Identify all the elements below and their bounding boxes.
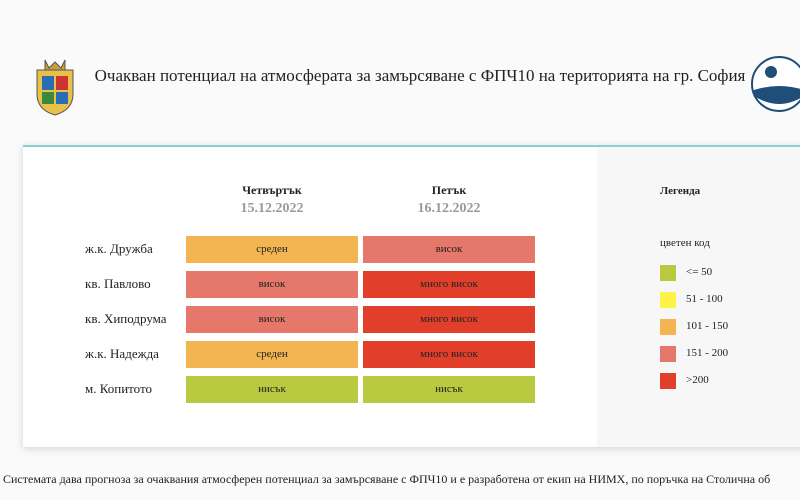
page-title: Очакван потенциал на атмосферата за замъ… [94, 66, 746, 85]
level-cell: много висок [363, 341, 535, 368]
legend-subtitle: цветен код [660, 237, 710, 249]
legend-swatch [660, 346, 676, 362]
legend-label: >200 [686, 374, 709, 386]
nimh-logo [751, 56, 800, 112]
day-name: Петък [431, 183, 467, 197]
location-label: кв. Хиподрума [85, 311, 167, 326]
location-label: кв. Павлово [85, 276, 151, 291]
city-logo [36, 59, 74, 116]
legend-label: <= 50 [686, 266, 713, 278]
legend-swatch [660, 319, 676, 335]
day-name: Четвъртък [242, 183, 302, 197]
legend-label: 51 - 100 [686, 293, 723, 305]
level-cell: нисък [186, 376, 358, 403]
level-cell: нисък [363, 376, 535, 403]
level-cell: много висок [363, 271, 535, 298]
legend-title: Легенда [660, 185, 701, 197]
legend-swatch [660, 373, 676, 389]
level-cell: висок [186, 306, 358, 333]
footer-text: Системата дава прогноза за очаквания атм… [3, 472, 771, 486]
level-cell: висок [186, 271, 358, 298]
location-label: м. Копитото [85, 381, 153, 396]
legend-swatch [660, 265, 676, 281]
legend-panel: Легенда цветен код <= 50 51 - 100 101 - 150 1… [597, 147, 800, 447]
legend-label: 101 - 150 [686, 320, 729, 332]
level-cell: висок [363, 236, 535, 263]
legend-label: 151 - 200 [686, 347, 729, 359]
forecast-card: Легенда цветен код <= 50 51 - 100 101 - 150 1… [23, 145, 800, 447]
legend-swatch [660, 292, 676, 308]
location-label: ж.к. Надежда [85, 346, 159, 361]
level-cell: среден [186, 341, 358, 368]
location-label: ж.к. Дружба [85, 241, 153, 256]
day-date: 15.12.2022 [240, 201, 304, 216]
day-date: 16.12.2022 [417, 201, 481, 216]
level-cell: много висок [363, 306, 535, 333]
level-cell: среден [186, 236, 358, 263]
